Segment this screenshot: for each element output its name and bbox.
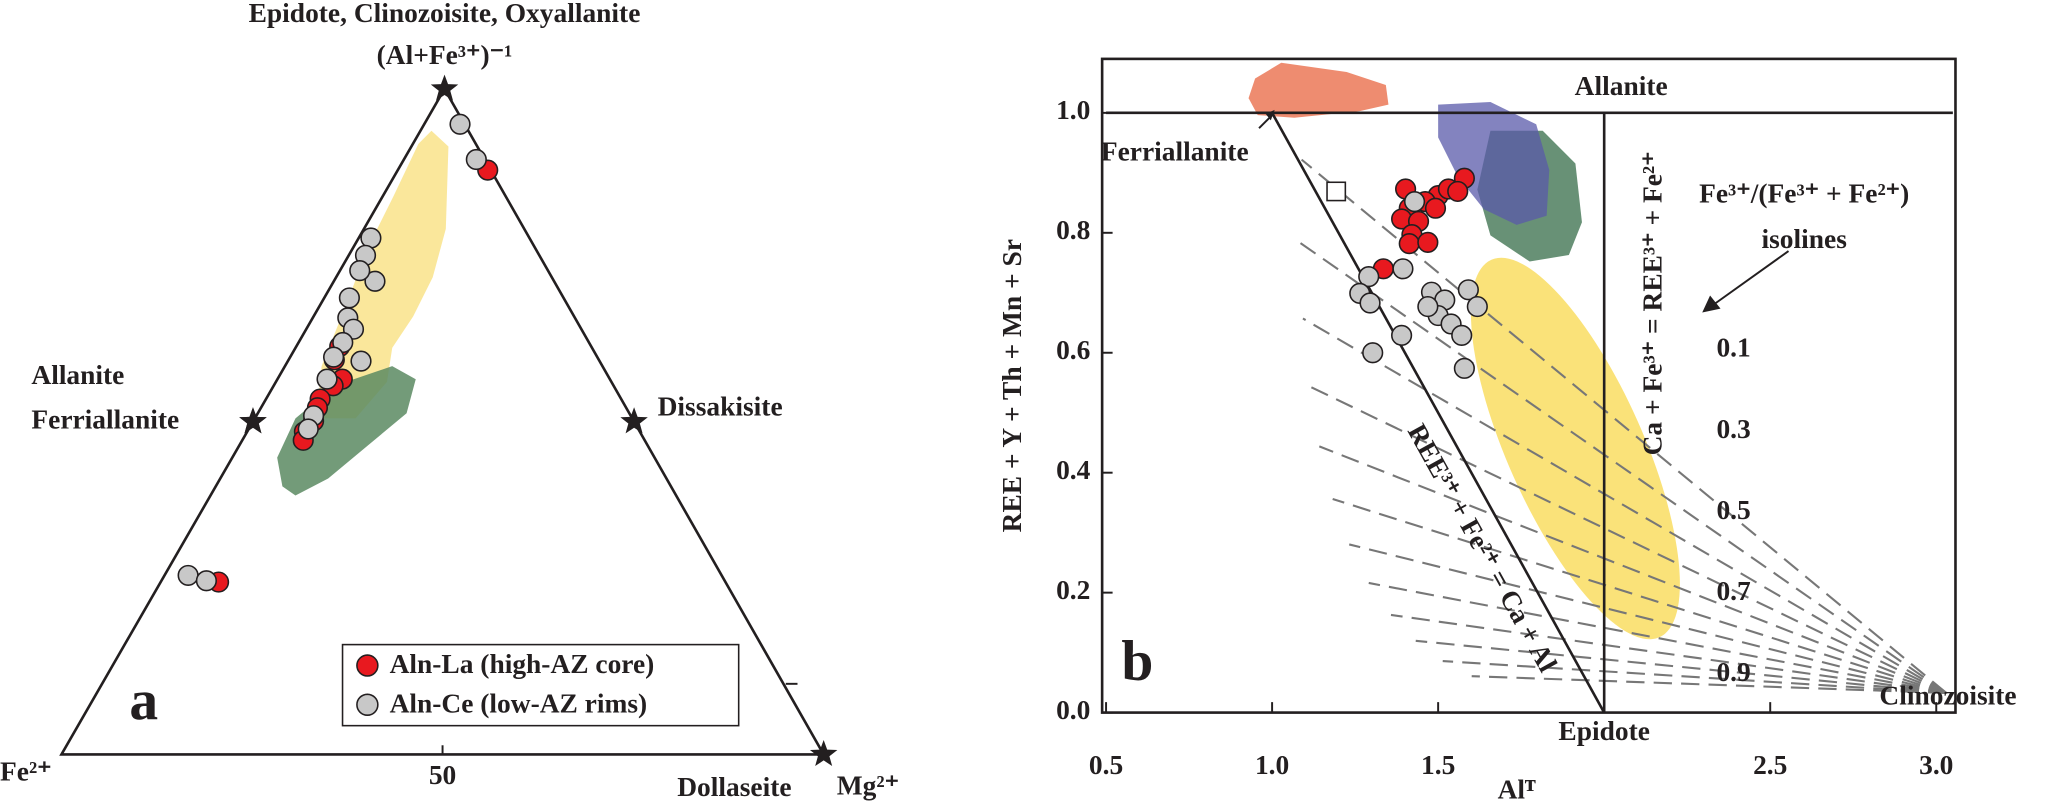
isoline-label: 0.7	[1716, 576, 1751, 606]
x-tick-label: 1.5	[1421, 750, 1455, 780]
end-member-label: Dissakisite	[658, 392, 783, 422]
isoline-label: 0.1	[1716, 333, 1750, 363]
legend-marker	[356, 693, 379, 716]
data-point	[316, 368, 338, 390]
data-point	[349, 260, 371, 282]
isoline	[1302, 317, 1947, 694]
data-point	[1447, 180, 1469, 203]
end-member-star	[239, 407, 267, 434]
y-tick-label: 0.6	[1056, 335, 1090, 365]
x-tick-label: 2.5	[1753, 750, 1787, 780]
x-tick-label: 0.5	[1089, 750, 1123, 780]
annotation: Fe³⁺/(Fe³⁺ + Fe²⁺)	[1699, 178, 1909, 208]
vertex-label: Mg²⁺	[837, 771, 899, 801]
data-point	[177, 564, 199, 587]
isoline	[1332, 498, 1947, 694]
data-point	[1359, 292, 1381, 314]
tick-label: 50	[429, 760, 456, 790]
isoline	[1390, 613, 1947, 695]
x-tick-label: 1.0	[1255, 750, 1289, 780]
isoline	[1442, 660, 1947, 695]
end-member-label: Allanite	[31, 360, 124, 390]
field-yellow	[1470, 257, 1680, 640]
legend-label: Aln-La (high-AZ core)	[390, 649, 655, 679]
data-point	[1466, 295, 1488, 318]
end-member-star	[809, 740, 838, 767]
annotation: Ca + Fe³⁺ = REE³⁺ + Fe²⁺	[1637, 151, 1667, 455]
y-tick-label: 0.2	[1056, 575, 1090, 605]
legend-marker	[356, 654, 379, 677]
data-point	[195, 570, 217, 592]
data-point	[1326, 181, 1347, 202]
y-tick-label: 0.8	[1056, 215, 1090, 245]
field-orange	[1248, 62, 1389, 118]
end-member-label: Ferriallanite	[31, 405, 179, 435]
y-tick-label: 0.4	[1056, 455, 1091, 485]
data-point	[1391, 324, 1413, 346]
data-point	[1358, 265, 1380, 288]
legend-label: Aln-Ce (low-AZ rims)	[390, 688, 648, 718]
isoline	[1415, 639, 1947, 695]
end-member-star	[620, 407, 648, 434]
isoline-label: 0.3	[1716, 414, 1750, 444]
arrow	[1714, 250, 1790, 305]
x-tick-label: Epidote	[1558, 716, 1649, 746]
data-point	[449, 113, 471, 135]
data-point	[297, 418, 319, 440]
data-point	[1453, 357, 1475, 379]
annotation: isolines	[1762, 224, 1847, 254]
data-point	[322, 346, 345, 368]
data-point	[1392, 258, 1414, 280]
isoline	[1348, 543, 1947, 694]
isoline	[1318, 445, 1947, 694]
isoline	[1308, 385, 1947, 694]
isoline	[1471, 675, 1947, 695]
annotation: Allanite	[1575, 71, 1668, 101]
x-axis-label: Alᵀ	[1498, 775, 1536, 805]
isoline	[1299, 242, 1947, 694]
end-member-label: Dollaseite	[677, 772, 791, 802]
data-point	[1424, 197, 1447, 219]
data-point	[1417, 231, 1439, 253]
y-axis-label: REE + Y + Th + Mn + Sr	[997, 239, 1027, 532]
annotation: Ferriallanite	[1101, 137, 1249, 167]
field-green	[277, 366, 416, 496]
isoline-label: 0.5	[1716, 495, 1750, 525]
data-point	[1451, 324, 1473, 346]
x-tick-label: 3.0	[1919, 750, 1953, 780]
panel-label: b	[1121, 630, 1153, 693]
data-point	[1457, 279, 1479, 301]
y-tick-label: 1.0	[1056, 95, 1090, 125]
data-point	[364, 270, 386, 292]
data-point	[1417, 295, 1439, 318]
plot-frame	[1100, 57, 1957, 714]
data-point	[350, 350, 372, 372]
vertex-label: Fe²⁺	[0, 756, 52, 786]
data-point	[465, 148, 487, 171]
reference-line	[1270, 112, 1606, 714]
end-member-label: Epidote, Clinozoisite, Oxyallanite	[249, 0, 641, 28]
annotation: Clinozoisite	[1879, 681, 2016, 711]
data-point	[1398, 233, 1420, 255]
isoline-label: 0.9	[1716, 657, 1750, 687]
arrow-head	[1702, 295, 1721, 313]
y-tick-label: 0.0	[1056, 695, 1090, 725]
end-member-star	[430, 74, 459, 101]
field-blue	[1438, 102, 1550, 225]
legend-box	[341, 643, 740, 727]
data-point	[1362, 342, 1384, 364]
data-point	[1403, 191, 1426, 213]
panel-label: a	[129, 669, 158, 732]
isoline	[1368, 581, 1947, 695]
vertex-label: (Al+Fe³⁺)⁻¹	[377, 40, 513, 70]
data-point	[338, 287, 360, 309]
